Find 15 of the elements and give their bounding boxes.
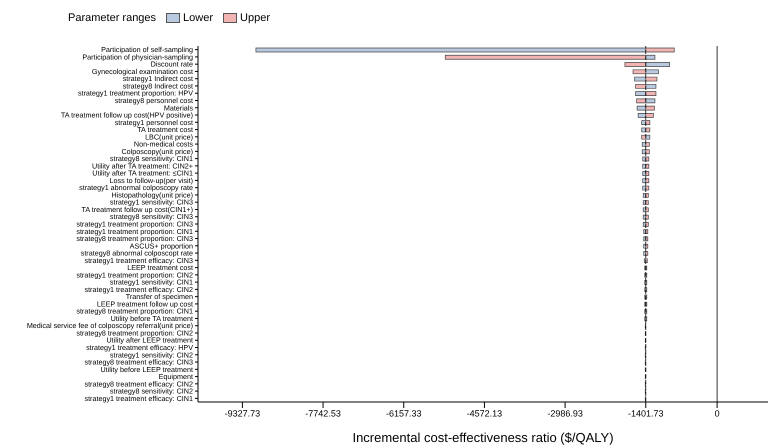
x-tick-label: -9327.73 xyxy=(224,408,260,418)
bar xyxy=(645,186,650,190)
x-tick-label: 0 xyxy=(714,408,720,418)
legend-label: Lower xyxy=(182,12,214,24)
legend-label: Upper xyxy=(239,12,270,24)
bar xyxy=(645,171,650,176)
bar xyxy=(645,142,650,147)
x-axis-title: Incremental cost-effectiveness ratio ($/QALY) xyxy=(352,430,614,445)
x-tick-label: -6157.33 xyxy=(386,408,422,418)
x-tick-label: -2986.93 xyxy=(547,408,583,418)
x-tick-label: -1401.73 xyxy=(628,408,664,418)
x-tick-label: -7742.53 xyxy=(305,408,341,418)
bar xyxy=(642,142,646,147)
legend-title: Parameter ranges xyxy=(68,12,156,24)
x-tick-label: -4572.13 xyxy=(466,408,502,418)
